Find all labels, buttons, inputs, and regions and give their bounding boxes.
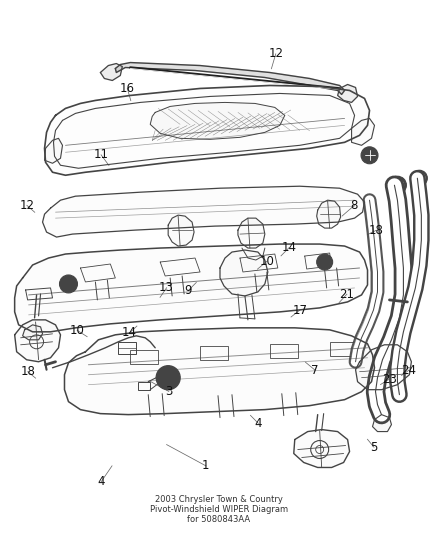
Circle shape (161, 371, 175, 385)
Text: 10: 10 (70, 324, 85, 337)
Text: 8: 8 (351, 199, 358, 212)
Polygon shape (220, 250, 268, 296)
Text: 2003 Chrysler Town & Country
Pivot-Windshield WIPER Diagram
for 5080843AA: 2003 Chrysler Town & Country Pivot-Winds… (150, 495, 288, 524)
Polygon shape (64, 328, 374, 415)
Text: 17: 17 (292, 304, 307, 317)
Text: 12: 12 (19, 199, 35, 212)
Polygon shape (45, 139, 63, 163)
Polygon shape (372, 415, 392, 432)
Circle shape (392, 179, 403, 191)
Circle shape (414, 173, 425, 184)
Polygon shape (238, 218, 265, 248)
Text: 5: 5 (370, 441, 378, 454)
Text: 3: 3 (165, 385, 173, 398)
Bar (270, 344, 298, 358)
Text: 16: 16 (120, 82, 135, 95)
Bar (330, 342, 357, 356)
Polygon shape (356, 345, 411, 390)
Bar (200, 346, 228, 360)
Polygon shape (338, 84, 357, 102)
Text: 11: 11 (94, 148, 109, 161)
Polygon shape (14, 244, 367, 332)
Text: 7: 7 (311, 364, 319, 377)
Circle shape (156, 366, 180, 390)
Polygon shape (14, 320, 60, 362)
Polygon shape (317, 200, 341, 228)
Circle shape (411, 170, 427, 186)
Text: 18: 18 (369, 224, 384, 237)
Text: 4: 4 (97, 475, 105, 488)
Circle shape (389, 176, 406, 194)
Text: 23: 23 (382, 373, 397, 386)
Text: 24: 24 (401, 364, 417, 377)
Text: 18: 18 (20, 365, 35, 378)
Polygon shape (42, 186, 364, 237)
Bar (130, 350, 158, 364)
Text: 9: 9 (185, 284, 192, 297)
Text: 10: 10 (260, 255, 275, 268)
Bar (118, 342, 136, 354)
Circle shape (317, 254, 332, 270)
Text: 1: 1 (202, 459, 210, 472)
Text: 14: 14 (122, 326, 137, 340)
Text: 14: 14 (281, 241, 297, 254)
Polygon shape (168, 215, 194, 246)
Polygon shape (115, 62, 345, 94)
Text: 21: 21 (339, 288, 354, 301)
Polygon shape (352, 118, 374, 146)
Polygon shape (294, 430, 350, 467)
Polygon shape (100, 63, 122, 80)
Polygon shape (150, 102, 285, 139)
Circle shape (361, 147, 378, 164)
Bar (138, 382, 150, 390)
Polygon shape (23, 325, 42, 340)
Text: 13: 13 (159, 281, 174, 294)
Circle shape (60, 275, 78, 293)
Text: 4: 4 (254, 417, 262, 430)
Polygon shape (45, 85, 370, 175)
Text: 12: 12 (268, 47, 283, 60)
